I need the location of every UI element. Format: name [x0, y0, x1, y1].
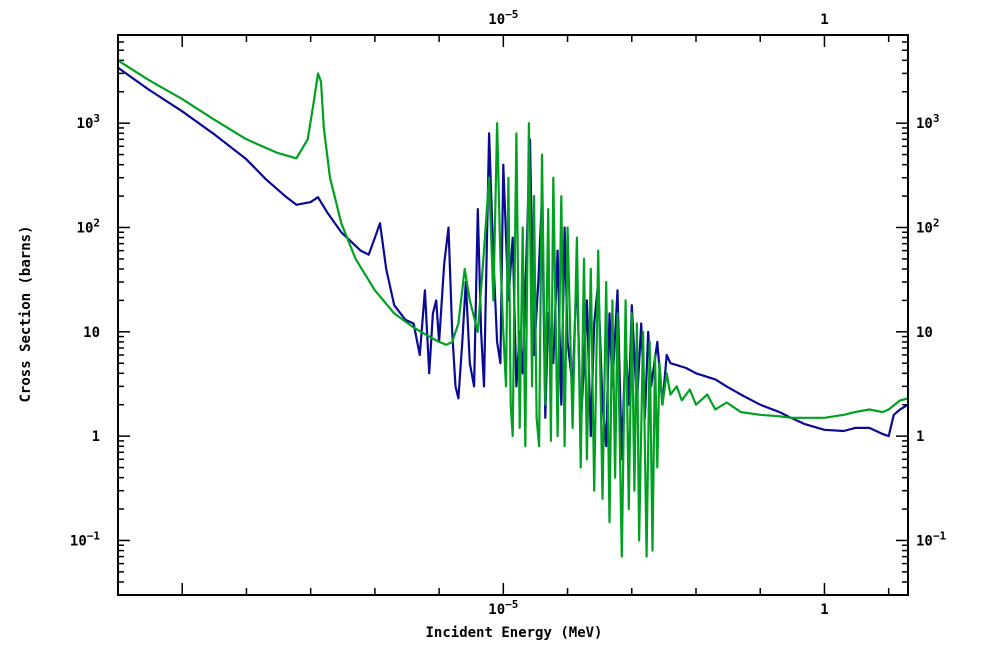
x-tick-label: 10−5: [488, 598, 518, 618]
y-tick-label: 10: [83, 325, 100, 341]
y-tick-label: 10−1: [70, 529, 100, 549]
x-tick-label: 1: [820, 602, 828, 618]
y-tick-label: 103: [77, 112, 100, 132]
y-tick-label-right: 102: [916, 216, 939, 236]
plot-frame: [117, 34, 909, 596]
data-series: [117, 59, 909, 558]
x-axis-title: Incident Energy (MeV): [425, 625, 602, 641]
y-tick-label-right: 10−1: [916, 529, 946, 549]
axis-ticks: [117, 34, 908, 596]
y-tick-label-right: 1: [916, 429, 924, 445]
y-axis-title: Cross Section (barns): [18, 225, 34, 402]
y-tick-label: 102: [77, 216, 100, 236]
x-tick-label-top: 1: [820, 12, 828, 28]
y-tick-label-right: 103: [916, 112, 939, 132]
x-tick-label-top: 10−5: [488, 8, 518, 28]
tick-labels: 10−5 10−5 1 1 10−1 10−1 1 1 10 10 102 102 103 103: [70, 8, 947, 618]
series-line-2: [117, 59, 909, 558]
y-tick-label: 1: [92, 429, 100, 445]
y-tick-label-right: 10: [916, 325, 933, 341]
